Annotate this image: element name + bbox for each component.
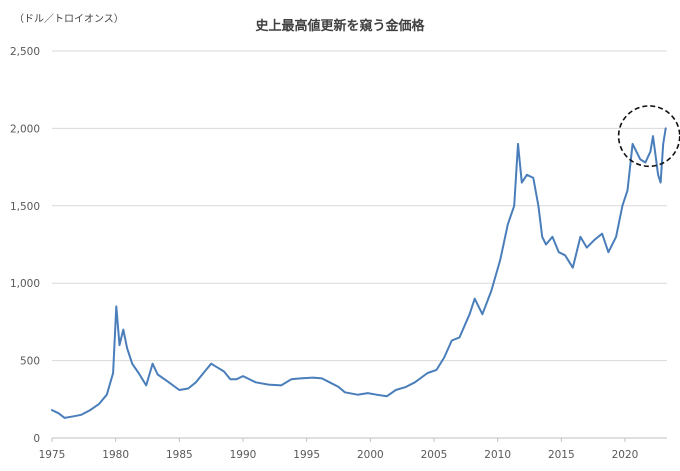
chart-title: 史上最高値更新を窺う金価格 <box>255 18 425 34</box>
gold-price-line <box>51 127 667 419</box>
x-tick-label: 1995 <box>293 449 320 461</box>
series-layer <box>51 127 667 419</box>
x-tick-label: 2010 <box>484 449 511 461</box>
y-tick-label: 2,500 <box>10 46 40 58</box>
y-tick-label: 1,500 <box>10 201 40 213</box>
x-tick-label: 2015 <box>548 449 575 461</box>
x-tick-label: 1980 <box>102 449 129 461</box>
y-tick-label: 1,000 <box>10 278 40 290</box>
record-high-highlight-ellipse <box>617 105 680 168</box>
y-tick-label: 0 <box>33 433 40 445</box>
y-tick-label: 500 <box>20 356 40 368</box>
y-tick-labels: 0 500 1,000 1,500 2,000 2,500 <box>10 46 40 445</box>
y-tick-label: 2,000 <box>10 123 40 135</box>
x-tick-label: 1990 <box>230 449 257 461</box>
unit-label: （ドル／トロイオンス） <box>14 13 124 25</box>
x-tick-label: 1985 <box>166 449 193 461</box>
x-tick-label: 1975 <box>39 449 66 461</box>
x-tick-label: 2020 <box>612 449 639 461</box>
x-tick-label: 2000 <box>357 449 384 461</box>
x-tick-labels: 1975 1980 1985 1990 1995 2000 2005 2010 2015 2020 <box>39 449 639 461</box>
annotation-layer <box>617 105 680 168</box>
grid-lines <box>52 50 667 362</box>
x-tick-label: 2005 <box>421 449 448 461</box>
axes <box>51 437 667 442</box>
